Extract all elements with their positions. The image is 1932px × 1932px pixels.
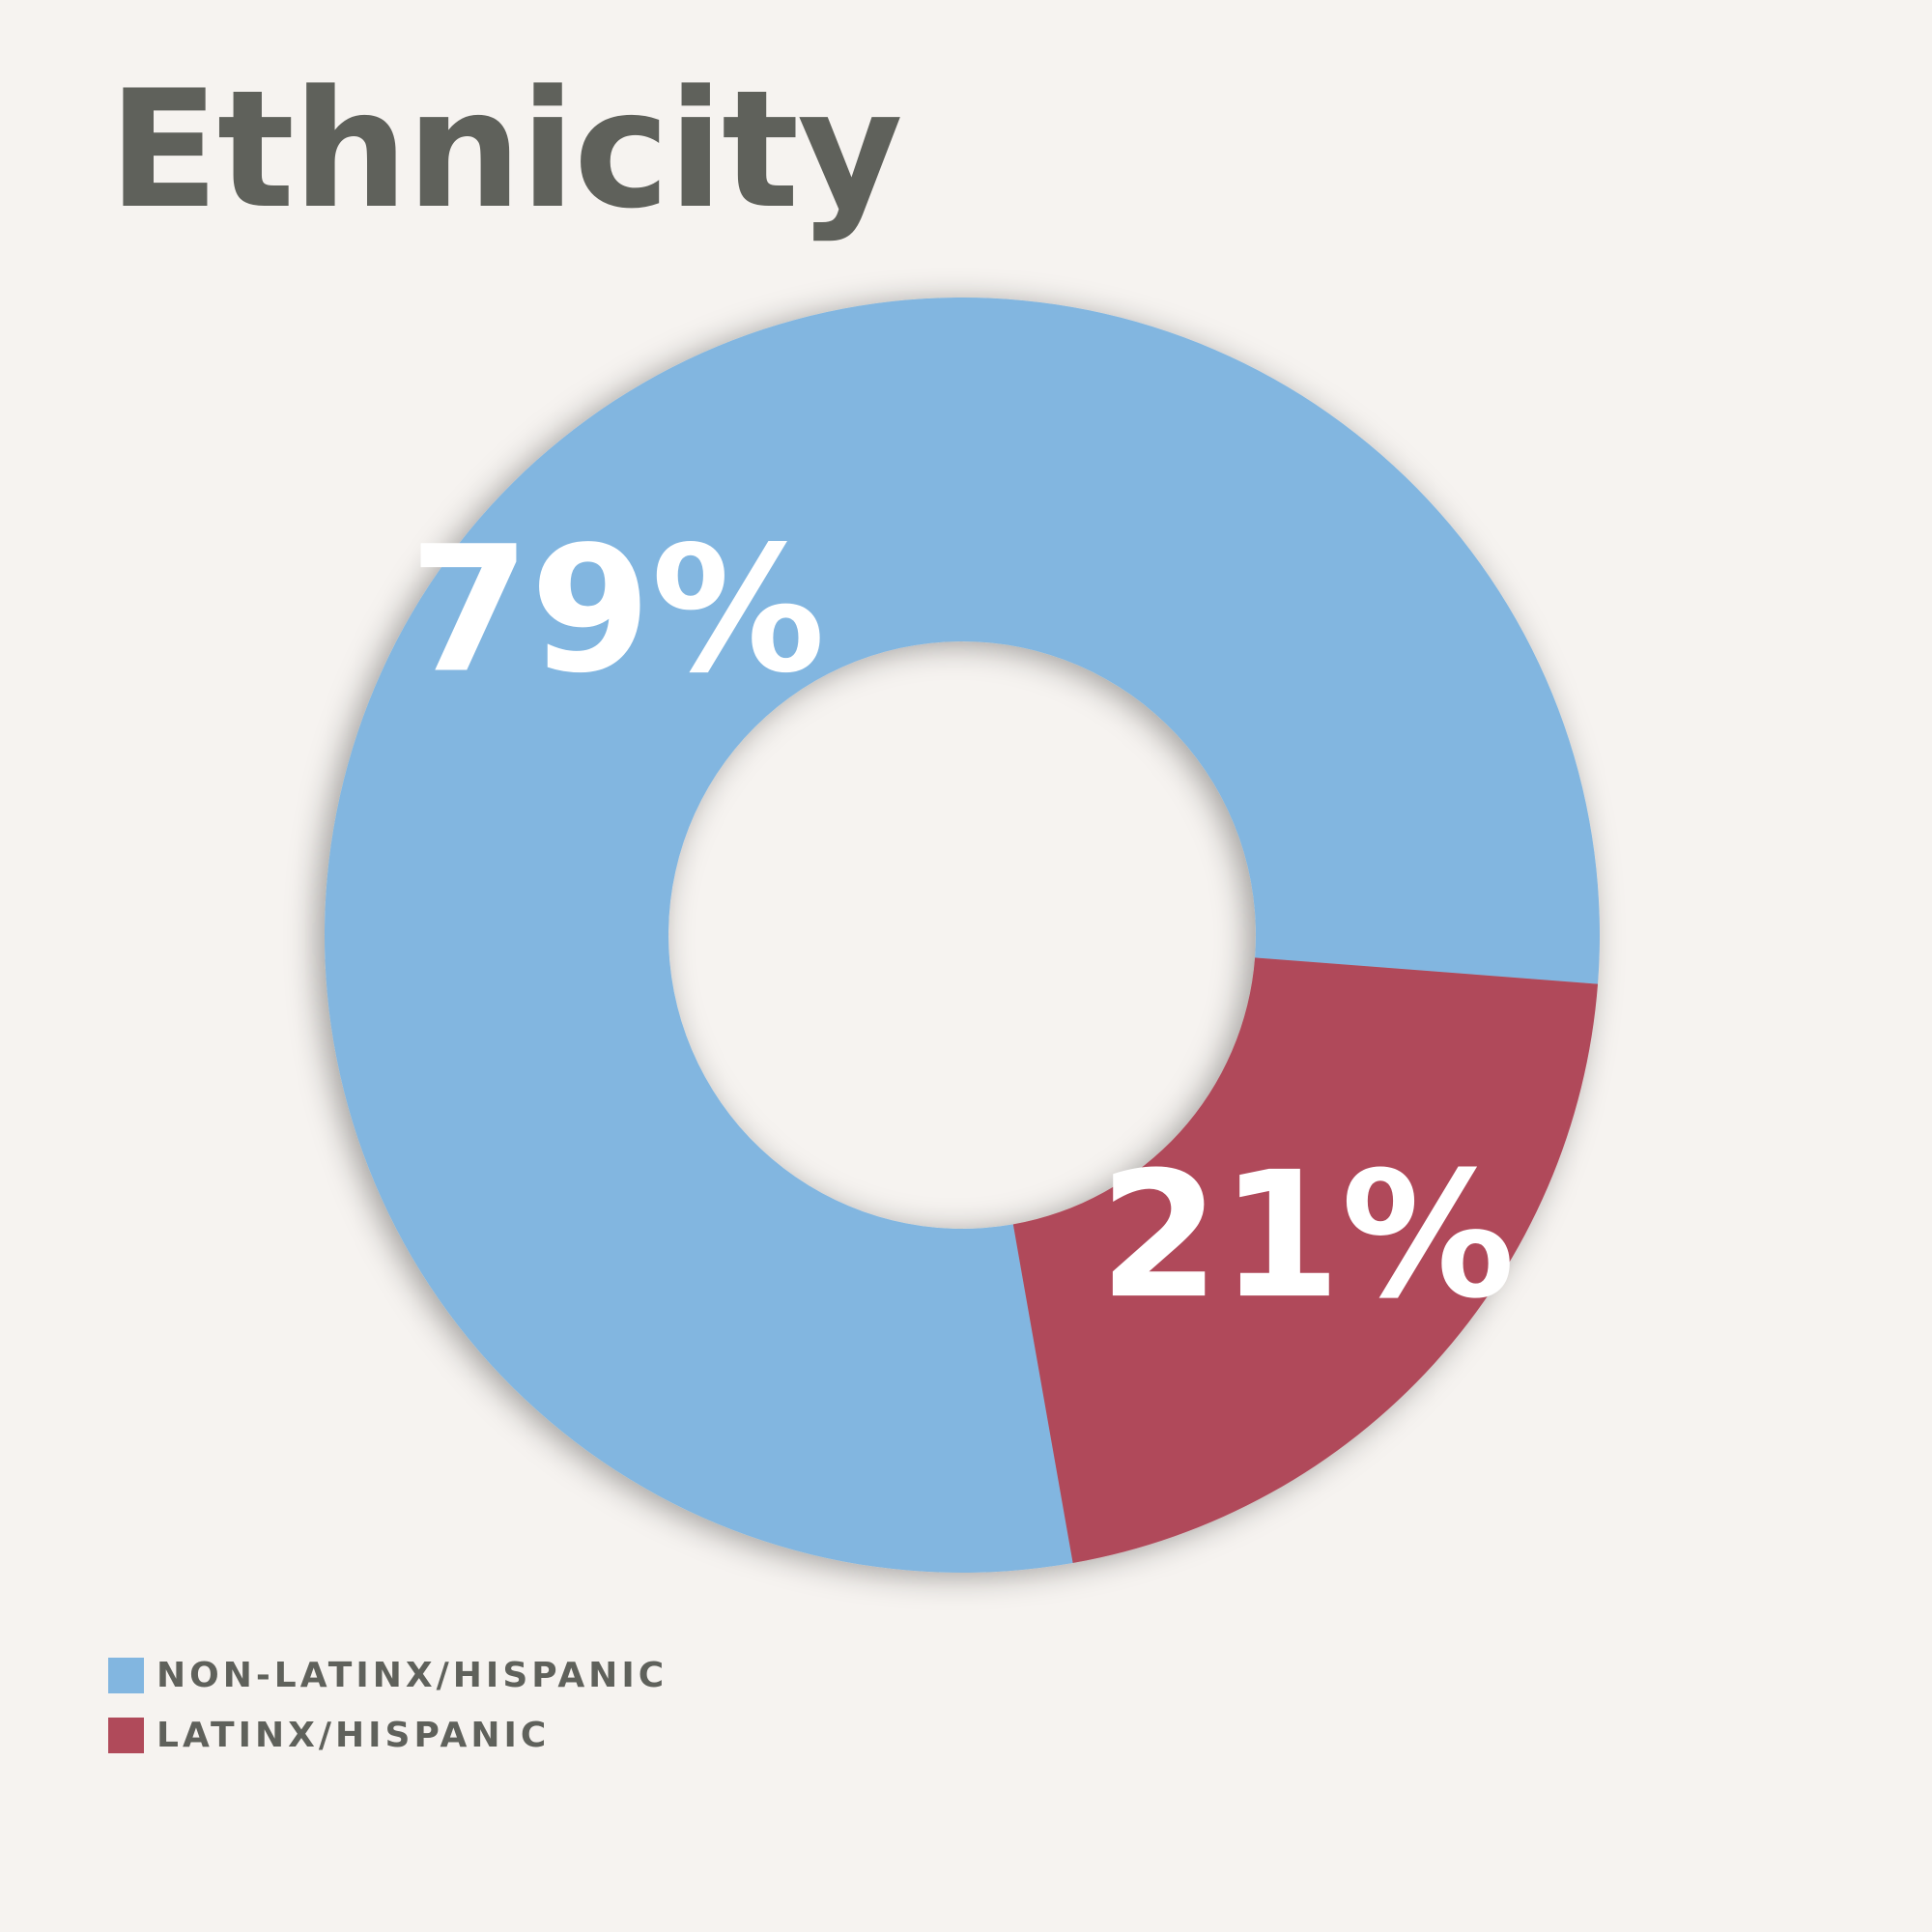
value-label: 79% <box>410 510 826 712</box>
donut-segment <box>324 298 1600 1574</box>
legend-label: LATINX/HISPANIC <box>156 1716 550 1755</box>
donut-segment <box>1012 957 1599 1563</box>
legend-label: NON-LATINX/HISPANIC <box>156 1656 668 1695</box>
value-labels: 79% 21% <box>410 510 1516 1338</box>
legend-swatch <box>108 1658 144 1693</box>
legend-swatch <box>108 1718 144 1753</box>
legend: NON-LATINX/HISPANIC LATINX/HISPANIC <box>108 1656 668 1755</box>
chart-title: Ethnicity <box>108 55 901 244</box>
donut <box>324 298 1600 1574</box>
value-label: 21% <box>1099 1135 1516 1337</box>
